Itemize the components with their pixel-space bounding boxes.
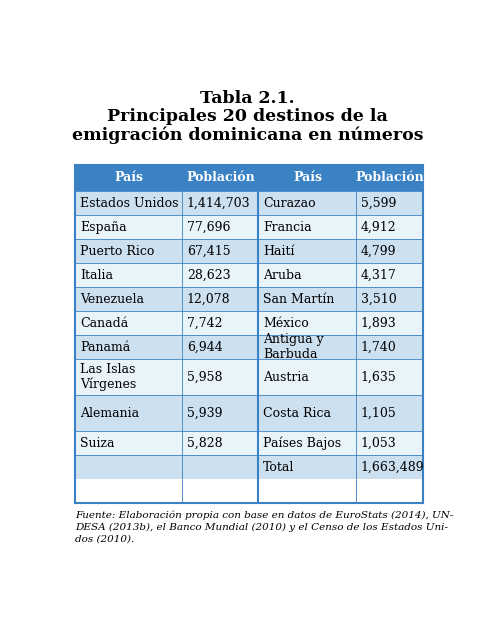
Text: Panamá: Panamá bbox=[80, 341, 130, 354]
Bar bbox=[258, 431, 356, 455]
Text: 4,799: 4,799 bbox=[361, 245, 397, 257]
Bar bbox=[182, 311, 258, 335]
Bar bbox=[75, 287, 182, 311]
Bar bbox=[258, 239, 356, 263]
Text: 28,623: 28,623 bbox=[187, 269, 230, 282]
Bar bbox=[75, 263, 182, 287]
Bar bbox=[182, 431, 258, 455]
Text: Austria: Austria bbox=[263, 371, 309, 383]
Text: Alemania: Alemania bbox=[80, 406, 139, 420]
Bar bbox=[75, 165, 182, 191]
Bar bbox=[258, 359, 356, 395]
Text: Puerto Rico: Puerto Rico bbox=[80, 245, 154, 257]
Text: 77,696: 77,696 bbox=[187, 220, 230, 234]
Bar bbox=[356, 311, 424, 335]
Text: 5,939: 5,939 bbox=[187, 406, 222, 420]
Text: Haití: Haití bbox=[263, 245, 295, 257]
Text: 7,742: 7,742 bbox=[187, 317, 222, 329]
Text: Canadá: Canadá bbox=[80, 317, 128, 329]
Bar bbox=[258, 287, 356, 311]
Text: Curazao: Curazao bbox=[263, 197, 315, 210]
Text: 6,944: 6,944 bbox=[187, 341, 223, 354]
Bar bbox=[258, 335, 356, 359]
Bar bbox=[356, 287, 424, 311]
Bar bbox=[182, 455, 258, 479]
Bar bbox=[356, 165, 424, 191]
Bar bbox=[75, 191, 182, 215]
Text: Total: Total bbox=[263, 461, 294, 474]
Bar bbox=[75, 431, 182, 455]
Bar bbox=[356, 335, 424, 359]
Text: Fuente: Elaboración propia con base en datos de EuroStats (2014), UN-
DESA (2013: Fuente: Elaboración propia con base en d… bbox=[75, 510, 454, 544]
Bar bbox=[258, 395, 356, 431]
Text: Antigua y
Barbuda: Antigua y Barbuda bbox=[263, 333, 324, 361]
Text: 5,828: 5,828 bbox=[187, 436, 223, 450]
Bar bbox=[182, 263, 258, 287]
Text: Venezuela: Venezuela bbox=[80, 292, 144, 306]
Text: 1,053: 1,053 bbox=[361, 436, 397, 450]
Bar bbox=[356, 263, 424, 287]
Text: Francia: Francia bbox=[263, 220, 312, 234]
Bar bbox=[356, 431, 424, 455]
Text: Suiza: Suiza bbox=[80, 436, 114, 450]
Bar bbox=[356, 239, 424, 263]
Text: Costa Rica: Costa Rica bbox=[263, 406, 331, 420]
Bar bbox=[258, 191, 356, 215]
Bar bbox=[182, 395, 258, 431]
Text: 4,912: 4,912 bbox=[361, 220, 397, 234]
Text: San Martín: San Martín bbox=[263, 292, 334, 306]
Text: 12,078: 12,078 bbox=[187, 292, 230, 306]
Text: 67,415: 67,415 bbox=[187, 245, 230, 257]
Text: 3,510: 3,510 bbox=[361, 292, 397, 306]
Text: Estados Unidos: Estados Unidos bbox=[80, 197, 178, 210]
Bar bbox=[356, 359, 424, 395]
Bar bbox=[258, 165, 356, 191]
Bar bbox=[75, 311, 182, 335]
Bar bbox=[182, 239, 258, 263]
Text: Las Islas
Vírgenes: Las Islas Vírgenes bbox=[80, 363, 136, 392]
Bar bbox=[75, 395, 182, 431]
Text: Principales 20 destinos de la: Principales 20 destinos de la bbox=[107, 108, 388, 125]
Text: Población: Población bbox=[355, 171, 424, 185]
Bar bbox=[182, 165, 258, 191]
Bar bbox=[182, 287, 258, 311]
Text: Población: Población bbox=[186, 171, 255, 185]
Text: 1,414,703: 1,414,703 bbox=[187, 197, 251, 210]
Bar bbox=[258, 311, 356, 335]
Text: 4,317: 4,317 bbox=[361, 269, 397, 282]
Text: 5,958: 5,958 bbox=[187, 371, 222, 383]
Text: 1,893: 1,893 bbox=[361, 317, 397, 329]
Bar bbox=[182, 191, 258, 215]
Text: 1,105: 1,105 bbox=[361, 406, 397, 420]
Text: emigración dominicana en números: emigración dominicana en números bbox=[72, 127, 423, 145]
Bar bbox=[258, 455, 356, 479]
Text: País: País bbox=[114, 171, 143, 185]
Bar bbox=[75, 359, 182, 395]
Text: Países Bajos: Países Bajos bbox=[263, 436, 341, 450]
Bar bbox=[182, 359, 258, 395]
Bar bbox=[75, 239, 182, 263]
Text: 1,740: 1,740 bbox=[361, 341, 397, 354]
Bar bbox=[356, 191, 424, 215]
Bar bbox=[182, 335, 258, 359]
Bar bbox=[356, 215, 424, 239]
Bar bbox=[258, 263, 356, 287]
Text: Tabla 2.1.: Tabla 2.1. bbox=[200, 90, 295, 107]
Text: España: España bbox=[80, 220, 127, 234]
Bar bbox=[182, 215, 258, 239]
Bar bbox=[258, 215, 356, 239]
Text: Aruba: Aruba bbox=[263, 269, 301, 282]
Text: 1,635: 1,635 bbox=[361, 371, 397, 383]
Bar bbox=[75, 335, 182, 359]
Bar bbox=[75, 215, 182, 239]
Text: México: México bbox=[263, 317, 309, 329]
Text: Italia: Italia bbox=[80, 269, 113, 282]
Text: 1,663,489: 1,663,489 bbox=[361, 461, 425, 474]
Bar bbox=[75, 455, 182, 479]
Bar bbox=[356, 455, 424, 479]
Text: País: País bbox=[293, 171, 322, 185]
Text: 5,599: 5,599 bbox=[361, 197, 396, 210]
Bar bbox=[356, 395, 424, 431]
